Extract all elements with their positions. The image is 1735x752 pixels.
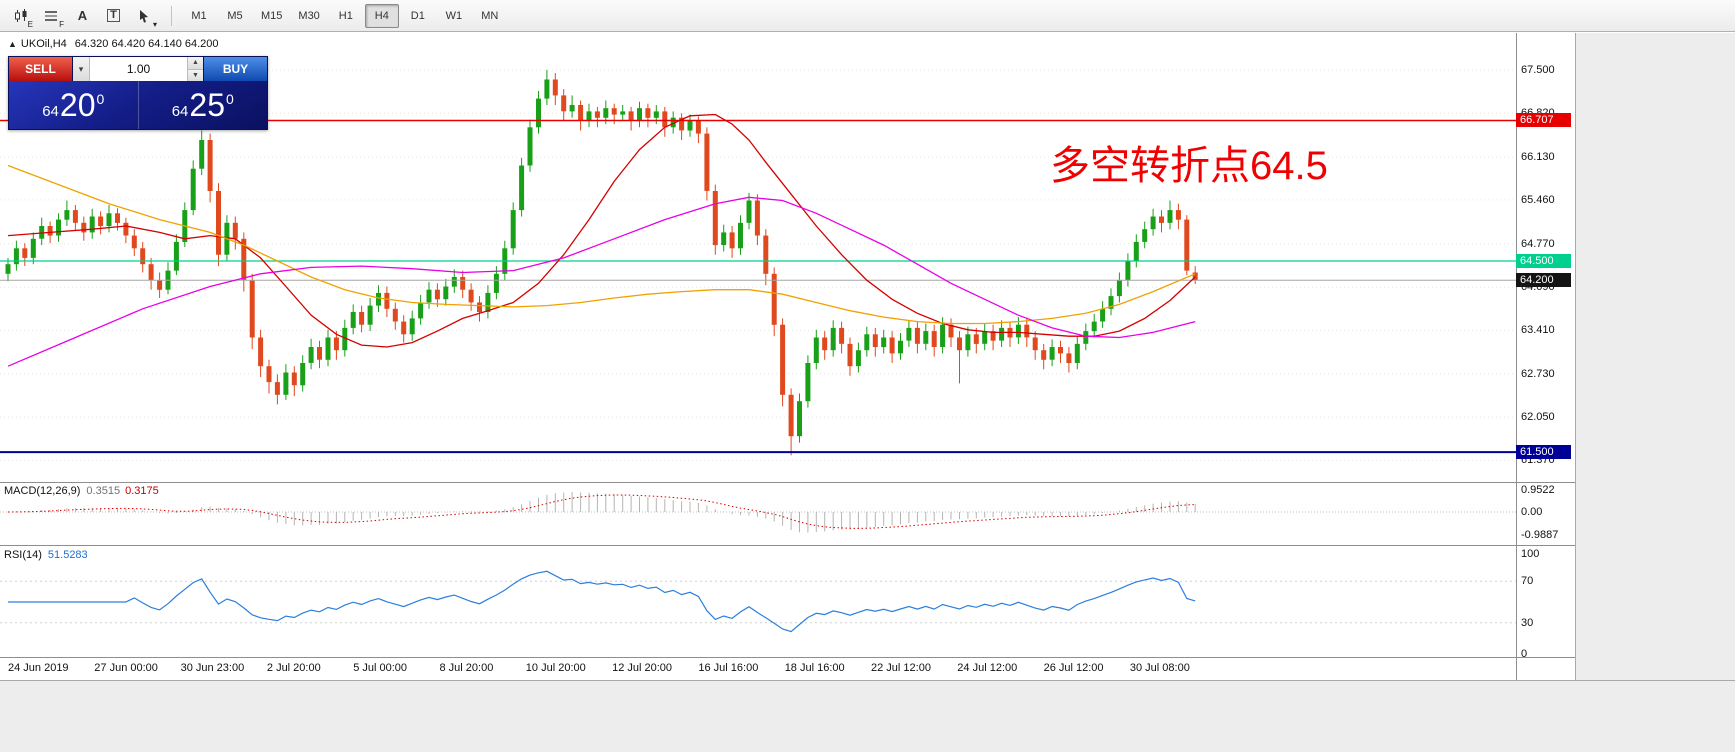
macd-signal-value: 0.3175 xyxy=(125,485,159,497)
price-level-badge: 66.707 xyxy=(1516,113,1571,128)
rsi-axis-label: 30 xyxy=(1521,616,1534,629)
time-axis-label: 16 Jul 16:00 xyxy=(698,662,759,674)
buy-button[interactable]: BUY xyxy=(203,57,267,81)
ask-pips: 25 xyxy=(189,87,225,123)
time-axis-divider xyxy=(0,657,1575,658)
price-axis-label: 65.460 xyxy=(1521,193,1555,206)
rsi-pane-divider[interactable] xyxy=(0,545,1575,546)
text-label-tool-icon[interactable]: A xyxy=(77,8,88,23)
ask-point: 0 xyxy=(225,91,234,107)
rsi-value: 51.5283 xyxy=(47,549,88,561)
bid-big-figure: 64 xyxy=(42,103,59,120)
bid-price[interactable]: 64 20 0 xyxy=(9,81,139,129)
macd-pane[interactable] xyxy=(0,483,1516,545)
bid-point: 0 xyxy=(96,91,105,107)
timeframe-button-w1[interactable]: W1 xyxy=(445,9,463,22)
rsi-axis-label: 70 xyxy=(1521,575,1534,588)
timeframe-button-h4[interactable]: H4 xyxy=(364,3,399,28)
time-axis-label: 5 Jul 00:00 xyxy=(353,662,408,674)
price-axis-label: 66.130 xyxy=(1521,151,1555,164)
volume-decrease-icon[interactable]: ▼ xyxy=(188,69,203,81)
time-axis-label: 30 Jun 23:00 xyxy=(180,662,245,674)
price-level-badge: 61.500 xyxy=(1516,445,1571,460)
price-axis-divider xyxy=(1516,33,1517,680)
trade-panel-collapse-icon[interactable]: ▲ xyxy=(8,39,17,49)
timeframe-button-m5[interactable]: M5 xyxy=(227,9,243,22)
chart-tools-group: E F A T ▾ xyxy=(6,3,159,29)
rsi-pane[interactable] xyxy=(0,546,1516,656)
time-axis-label: 12 Jul 20:00 xyxy=(612,662,673,674)
price-axis-label: 62.050 xyxy=(1521,411,1555,424)
volume-dropdown-icon[interactable]: ▾ xyxy=(73,57,90,81)
text-box-tool-icon[interactable]: T xyxy=(99,3,128,29)
chart-annotation[interactable]: 多空转折点64.5 xyxy=(1050,144,1328,188)
timeframe-button-mn[interactable]: MN xyxy=(481,9,499,22)
timeframe-button-m15[interactable]: M15 xyxy=(261,9,283,22)
symbol-info: ▲ UKOil,H4 64.320 64.420 64.140 64.200 xyxy=(8,38,219,50)
macd-axis-label: -0.9887 xyxy=(1521,528,1559,541)
cursor-tool-icon[interactable]: ▾ xyxy=(130,3,159,29)
timeframe-button-m1[interactable]: M1 xyxy=(191,9,207,22)
rsi-axis-label: 100 xyxy=(1521,548,1540,560)
toolbar-separator xyxy=(171,5,172,26)
time-axis-label: 10 Jul 20:00 xyxy=(525,662,586,674)
time-axis-label: 22 Jul 12:00 xyxy=(871,662,931,674)
ask-big-figure: 64 xyxy=(171,103,189,120)
bid-pips: 20 xyxy=(59,87,96,123)
time-axis-label: 18 Jul 16:00 xyxy=(784,662,845,674)
symbol-ohlc: 64.320 64.420 64.140 64.200 xyxy=(74,38,219,50)
right-empty-area xyxy=(1575,33,1735,680)
time-axis-label: 27 Jun 00:00 xyxy=(94,662,158,674)
price-level-badge: 64.500 xyxy=(1516,254,1571,269)
macd-axis-label: 0.00 xyxy=(1521,506,1543,518)
time-axis-label: 30 Jul 08:00 xyxy=(1129,662,1190,674)
macd-axis-label: 0.9522 xyxy=(1521,484,1555,497)
sell-button[interactable]: SELL xyxy=(9,57,73,81)
timeframe-toolbar: M1 M5 M15 M30 H1 H4 D1 W1 MN xyxy=(182,3,507,28)
time-axis-label: 24 Jun 2019 xyxy=(8,662,69,674)
bottom-empty-area xyxy=(0,680,1735,752)
price-axis-label: 62.730 xyxy=(1521,367,1555,380)
price-axis-label: 67.500 xyxy=(1521,63,1555,76)
indicator-list-icon[interactable]: F xyxy=(37,3,66,29)
macd-pane-divider[interactable] xyxy=(0,482,1575,483)
rsi-label: RSI(14) 51.5283 xyxy=(4,549,88,561)
volume-control: ▾ ▲ ▼ xyxy=(73,57,203,81)
time-axis-label: 2 Jul 20:00 xyxy=(266,662,321,674)
price-axis-label: 64.770 xyxy=(1521,237,1555,250)
volume-input[interactable] xyxy=(90,57,187,81)
rsi-name: RSI(14) xyxy=(4,549,42,561)
one-click-trading-panel: SELL ▾ ▲ ▼ BUY 64 20 0 64 25 0 xyxy=(8,56,268,130)
timeframe-button-m30[interactable]: M30 xyxy=(298,9,320,22)
time-axis-label: 8 Jul 20:00 xyxy=(439,662,494,674)
macd-label: MACD(12,26,9) 0.3515 0.3175 xyxy=(4,485,159,497)
timeframe-button-d1[interactable]: D1 xyxy=(410,9,425,22)
macd-name: MACD(12,26,9) xyxy=(4,485,81,497)
price-axis-label: 63.410 xyxy=(1521,324,1555,337)
symbol-label: UKOil,H4 xyxy=(20,38,67,50)
macd-main-value: 0.3515 xyxy=(86,485,121,497)
rsi-axis-label: 0 xyxy=(1521,648,1528,660)
timeframe-button-h1[interactable]: H1 xyxy=(338,9,353,22)
time-axis-label: 26 Jul 12:00 xyxy=(1043,662,1104,674)
price-level-badge: 64.200 xyxy=(1516,273,1571,288)
volume-increase-icon[interactable]: ▲ xyxy=(188,57,203,70)
time-axis-label: 24 Jul 12:00 xyxy=(957,662,1018,674)
candlestick-chart-icon[interactable]: E xyxy=(6,3,35,29)
top-toolbar: E F A T ▾ M1 M5 M15 M30 H1 H4 D1 W1 MN xyxy=(0,0,1735,32)
ask-price[interactable]: 64 25 0 xyxy=(139,81,268,129)
